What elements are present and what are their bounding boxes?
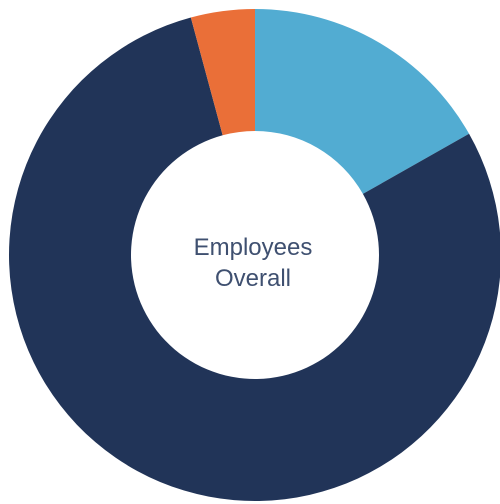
donut-slices [9,9,500,501]
center-label-line-1: Employees [194,234,313,261]
center-label-line-2: Overall [215,265,291,292]
donut-slice-3 [190,9,255,136]
donut-slice-2 [9,17,500,501]
donut-slice-1 [255,9,470,194]
